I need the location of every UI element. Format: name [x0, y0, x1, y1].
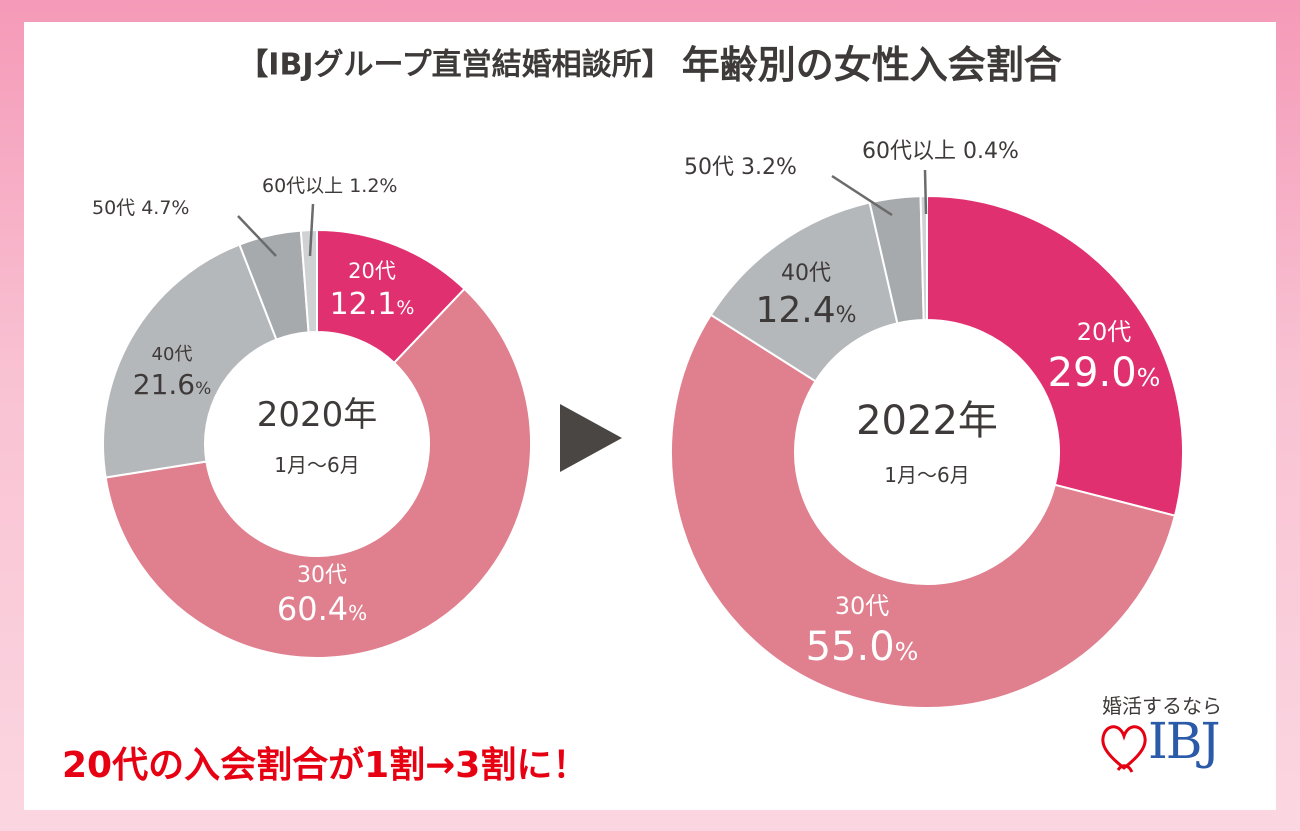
logo-tagline: 婚活するなら — [1102, 694, 1222, 718]
page-title: 【IBJグループ直営結婚相談所】 年齢別の女性入会割合 — [0, 34, 1300, 89]
callout-line — [831, 174, 893, 217]
donut-slice — [299, 228, 318, 334]
callout-label: 50代 4.7% — [92, 197, 190, 219]
callout-label: 50代 3.2% — [684, 155, 797, 180]
center-period-label: 1月〜6月 — [274, 453, 359, 477]
callout-label: 60代以上 0.4% — [862, 139, 1019, 164]
slice-label: 40代 — [152, 344, 193, 365]
slice-label: 40代 — [781, 261, 831, 286]
title-prefix: 【IBJグループ直営結婚相談所】 — [238, 47, 672, 83]
center-period-label: 1月〜6月 — [884, 463, 969, 487]
heart-icon — [1101, 725, 1147, 773]
slice-value-label: 12.4% — [755, 290, 856, 331]
slice-value-label: 21.6% — [133, 368, 212, 401]
slice-value-label: 12.1% — [330, 287, 415, 322]
slice-label: 30代 — [297, 563, 347, 588]
play-triangle-icon — [560, 404, 622, 472]
center-year-label: 2022年 — [856, 398, 998, 444]
donut-slice — [104, 287, 532, 659]
slice-label: 30代 — [835, 592, 890, 620]
slice-value-label: 55.0% — [806, 624, 919, 670]
slice-value-label: 60.4% — [277, 590, 367, 628]
slice-label: 20代 — [348, 259, 396, 283]
slice-value-label: 29.0% — [1048, 350, 1161, 396]
headline: 20代の入会割合が1割→3割に！ — [62, 745, 589, 786]
callout-line — [308, 203, 315, 257]
title-main: 年齢別の女性入会割合 — [681, 43, 1062, 87]
center-year-label: 2020年 — [257, 395, 378, 435]
logo-brand: IBJ — [1148, 712, 1221, 770]
callout-label: 60代以上 1.2% — [262, 175, 398, 197]
donut-slice — [670, 313, 1177, 709]
callout-line — [237, 215, 277, 257]
ibj-logo: 婚活するなら IBJ — [1092, 690, 1242, 790]
donut-chart-2022: 2022年 1月〜6月 20代 29.0% 30代 55.0% 40代 12.4% 50代 3.… — [670, 139, 1184, 709]
donut-slice — [102, 243, 278, 479]
donut-slice — [926, 194, 1184, 517]
slice-label: 20代 — [1077, 318, 1132, 346]
donut-slice — [919, 194, 928, 322]
callout-line — [923, 169, 928, 215]
